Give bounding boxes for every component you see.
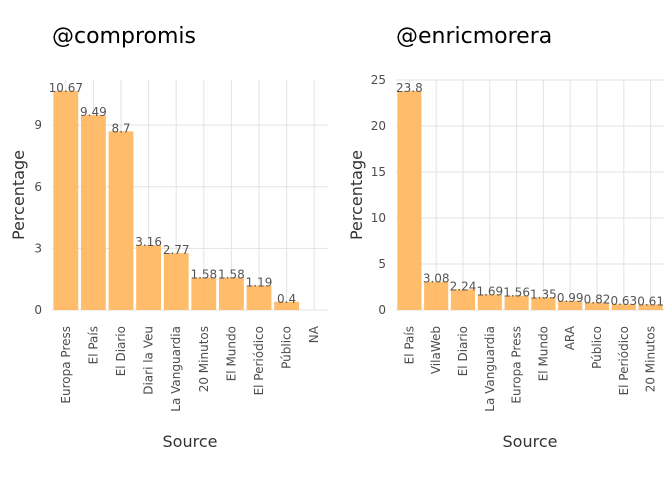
data-label: 1.35 xyxy=(530,288,557,302)
data-label: 3.16 xyxy=(135,235,162,249)
data-label: 2.24 xyxy=(450,279,477,293)
bar xyxy=(53,90,79,310)
x-tick-label: El Periódico xyxy=(252,326,266,395)
y-axis-title: Percentage xyxy=(347,150,366,240)
data-label: 8.7 xyxy=(111,121,130,135)
data-label: 2.77 xyxy=(163,243,190,257)
bar xyxy=(558,300,583,310)
y-tick-label: 9 xyxy=(34,118,42,132)
bar xyxy=(80,115,106,310)
data-label: 0.61 xyxy=(637,294,664,308)
x-tick-label: Público xyxy=(280,326,294,369)
data-label: 1.56 xyxy=(503,286,530,300)
bar xyxy=(136,245,162,310)
data-label: 1.19 xyxy=(246,276,273,290)
bar xyxy=(504,295,529,310)
x-tick-label: El Mundo xyxy=(224,326,238,381)
bar xyxy=(450,289,476,310)
bar xyxy=(584,302,610,310)
x-tick-label: 20 Minutos xyxy=(197,326,211,392)
bar xyxy=(397,91,422,310)
bar xyxy=(531,297,556,310)
x-tick-label: VilaWeb xyxy=(429,326,443,374)
y-tick-label: 0 xyxy=(378,303,386,317)
x-tick-label: El País xyxy=(86,326,100,364)
bar xyxy=(191,277,217,310)
bar xyxy=(246,285,272,310)
x-tick-label: NA xyxy=(307,325,321,343)
bar xyxy=(108,131,134,310)
bar xyxy=(638,304,663,310)
x-tick-label: El Periódico xyxy=(617,326,631,395)
x-tick-label: El País xyxy=(402,326,416,364)
x-tick-label: La Vanguardia xyxy=(169,326,183,412)
data-label: 1.58 xyxy=(218,268,245,282)
bar xyxy=(163,253,189,310)
x-tick-label: El Mundo xyxy=(536,326,550,381)
bar xyxy=(424,281,449,310)
x-tick-label: Europa Press xyxy=(510,326,524,404)
data-label: 0.4 xyxy=(277,292,296,306)
x-tick-label: ARA xyxy=(563,325,577,350)
data-label: 23.8 xyxy=(396,81,423,95)
data-label: 10.67 xyxy=(49,81,83,95)
x-tick-label: Diari la Veu xyxy=(142,326,156,395)
data-label: 0.82 xyxy=(584,292,611,306)
data-label: 1.69 xyxy=(476,284,503,298)
y-axis-title: Percentage xyxy=(9,150,28,240)
y-tick-label: 25 xyxy=(371,73,386,87)
x-tick-label: Europa Press xyxy=(59,326,73,404)
y-tick-label: 5 xyxy=(378,257,386,271)
y-tick-label: 0 xyxy=(34,303,42,317)
y-tick-label: 15 xyxy=(371,165,386,179)
chart-title: @enricmorera xyxy=(396,24,552,49)
y-tick-label: 10 xyxy=(371,211,386,225)
data-label: 9.49 xyxy=(80,105,107,119)
data-label: 1.58 xyxy=(190,268,217,282)
bar xyxy=(477,294,502,310)
x-tick-label: 20 Minutos xyxy=(644,326,658,392)
y-tick-label: 3 xyxy=(34,241,42,255)
y-tick-label: 6 xyxy=(34,180,42,194)
y-tick-label: 20 xyxy=(371,119,386,133)
x-tick-label: La Vanguardia xyxy=(483,326,497,412)
chart-title: @compromis xyxy=(52,24,196,49)
data-label: 3.08 xyxy=(423,272,450,286)
bar xyxy=(218,277,244,310)
data-label: 0.63 xyxy=(610,294,637,308)
x-tick-label: El Diario xyxy=(114,326,128,376)
x-tick-label: Público xyxy=(590,326,604,369)
data-label: 0.99 xyxy=(557,291,584,305)
x-tick-label: El Diario xyxy=(456,326,470,376)
bar xyxy=(611,304,636,310)
x-axis-title: Source xyxy=(163,432,218,451)
x-axis-title: Source xyxy=(503,432,558,451)
bar xyxy=(274,301,300,310)
